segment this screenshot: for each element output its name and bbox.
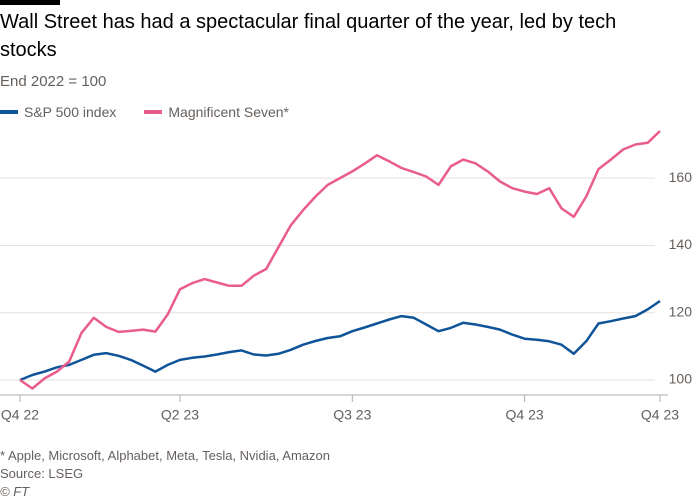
x-tick-label: Q3 23 (333, 407, 371, 423)
x-tick-label: Q2 23 (161, 407, 199, 423)
y-tick-label: 120 (669, 303, 693, 319)
y-tick-label: 160 (669, 169, 693, 185)
y-tick-label: 140 (669, 236, 693, 252)
credit: © FT (0, 484, 30, 499)
footnote: * Apple, Microsoft, Alphabet, Meta, Tesl… (0, 448, 330, 463)
legend-swatch (144, 110, 163, 114)
legend-item: Magnificent Seven* (144, 104, 289, 120)
legend-label: S&P 500 index (24, 104, 117, 120)
series-line (19, 130, 661, 390)
chart-subtitle: End 2022 = 100 (0, 73, 107, 90)
legend-item: S&P 500 index (0, 104, 116, 120)
legend: S&P 500 index Magnificent Seven* (0, 104, 289, 120)
chart-title: Wall Street has had a spectacular final … (0, 11, 617, 61)
series-line (19, 299, 661, 382)
legend-label: Magnificent Seven* (168, 104, 290, 120)
x-tick-label: Q4 22 (1, 407, 39, 423)
legend-swatch (0, 110, 18, 114)
footer: * Apple, Microsoft, Alphabet, Meta, Tesl… (0, 447, 330, 501)
source: Source: LSEG (0, 466, 84, 481)
brand-bar (0, 0, 60, 5)
y-tick-label: 100 (669, 371, 693, 387)
x-tick-label: Q4 23 (641, 407, 679, 423)
x-tick-label: Q4 23 (506, 407, 544, 423)
